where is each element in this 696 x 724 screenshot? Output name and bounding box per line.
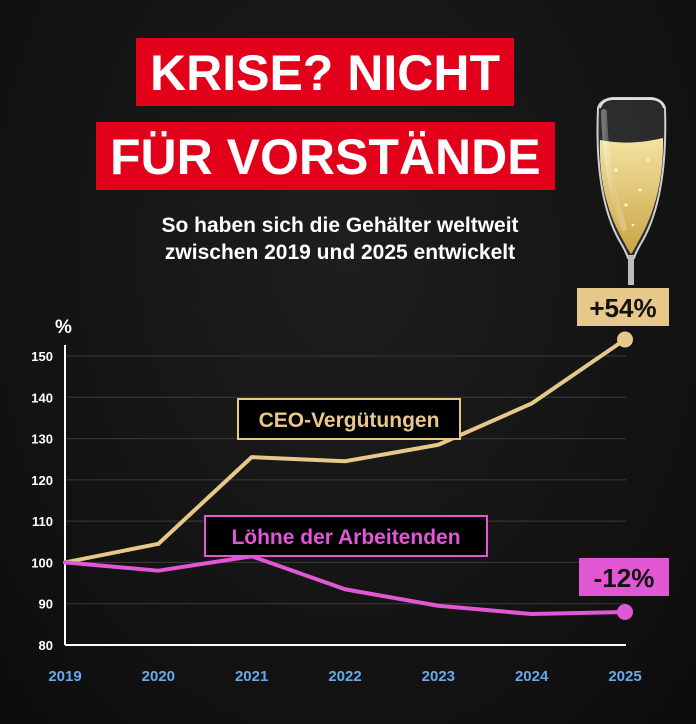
champagne-glass-icon: [596, 97, 667, 285]
x-tick-labels: 2019 2020 2021 2022 2023 2024 2025: [48, 668, 641, 685]
series-lines: [63, 331, 633, 620]
title-line-1: KRISE? NICHT: [136, 38, 514, 106]
x-tick-2020: 2020: [142, 668, 175, 685]
grid: [65, 355, 626, 605]
x-tick-2024: 2024: [515, 668, 549, 685]
series-end-box-0: [577, 288, 669, 326]
series-name-box-1: [204, 515, 488, 557]
series-line-0: [63, 337, 627, 565]
x-tick-2023: 2023: [422, 668, 455, 685]
axes: [64, 345, 626, 646]
subtitle: So haben sich die Gehälter weltweit zwis…: [120, 212, 560, 266]
series-name-label-1: Löhne der Arbeitenden: [231, 526, 460, 549]
y-tick-110: 110: [32, 514, 53, 529]
series-end-point-0: [617, 331, 633, 348]
x-tick-2019: 2019: [48, 668, 81, 685]
series-labels: CEO-Vergütungen +54% Löhne der Arbeitenden…: [204, 288, 669, 596]
y-tick-100: 100: [31, 555, 53, 570]
subtitle-line-1: So haben sich die Gehälter weltweit: [161, 214, 519, 237]
y-tick-80: 80: [39, 638, 53, 653]
series-name-label-0: CEO-Vergütungen: [259, 409, 440, 432]
y-tick-150: 150: [31, 349, 53, 364]
x-tick-2021: 2021: [235, 668, 268, 685]
y-tick-140: 140: [31, 390, 53, 405]
subtitle-line-2: zwischen 2019 und 2025 entwickelt: [164, 241, 516, 264]
series-end-label-0: +54%: [589, 293, 656, 323]
y-tick-90: 90: [39, 597, 53, 612]
y-tick-130: 130: [31, 432, 53, 447]
series-end-box-1: [579, 558, 669, 596]
title-line-2: FÜR VORSTÄNDE: [96, 122, 555, 190]
series-end-label-1: -12%: [594, 563, 655, 593]
y-axis-unit: %: [55, 317, 72, 338]
x-tick-2022: 2022: [328, 668, 361, 685]
series-end-point-1: [617, 603, 633, 620]
y-tick-labels: 80 90 100 110 120 130 140 150: [31, 349, 53, 653]
y-tick-120: 120: [31, 473, 53, 488]
series-line-1: [63, 554, 627, 617]
x-tick-2025: 2025: [608, 668, 641, 685]
series-name-box-0: [237, 398, 461, 440]
